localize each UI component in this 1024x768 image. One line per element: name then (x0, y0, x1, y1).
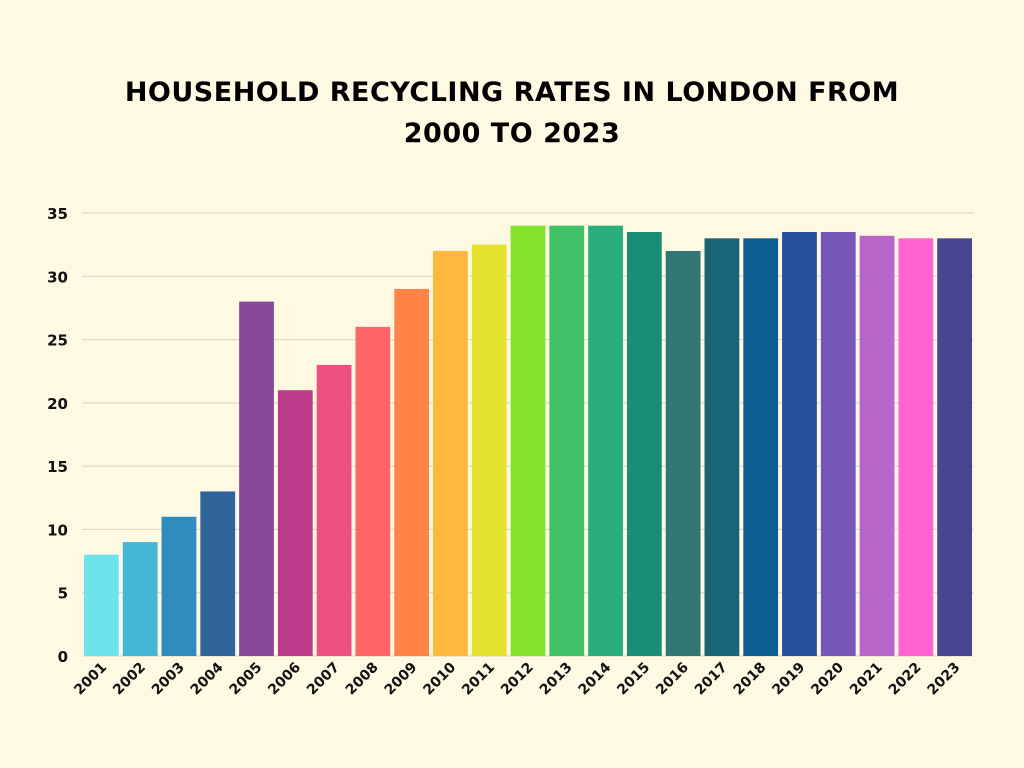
x-tick-label: 2002 (110, 660, 149, 699)
bar-2008 (355, 326, 391, 656)
y-axis: 0 5 10 15 20 25 30 35 (47, 205, 68, 666)
chart-title: HOUSEHOLD RECYCLING RATES IN LONDON FROM… (0, 72, 1024, 154)
bar-2010 (433, 250, 468, 656)
y-tick-label: 30 (47, 268, 68, 286)
chart-title-line-1: HOUSEHOLD RECYCLING RATES IN LONDON FROM (124, 77, 900, 108)
x-tick-label: 2019 (769, 660, 808, 699)
x-tick-label: 2016 (653, 660, 692, 699)
x-tick-label: 2021 (847, 660, 886, 699)
x-tick-label: 2007 (304, 660, 343, 699)
x-tick-label: 2003 (149, 660, 188, 699)
x-tick-label: 2018 (731, 660, 770, 699)
y-tick-label: 0 (58, 648, 68, 666)
bar-2006 (277, 390, 313, 656)
x-tick-label: 2013 (537, 660, 576, 699)
bar-2013 (549, 225, 585, 656)
x-tick-label: 2006 (265, 660, 304, 699)
bar-2001 (84, 554, 119, 656)
bar-2018 (743, 238, 779, 657)
x-tick-label: 2005 (226, 660, 265, 699)
bar-2019 (782, 231, 817, 656)
bar-2023 (937, 238, 972, 657)
x-tick-label: 2023 (925, 660, 964, 699)
y-tick-label: 5 (58, 585, 68, 603)
x-tick-label: 2017 (692, 660, 731, 699)
y-tick-label: 35 (47, 205, 68, 223)
y-tick-label: 10 (47, 521, 68, 539)
x-axis: 2001 2002 2003 2004 2005 2006 2007 2008 2009 2010… (71, 659, 963, 698)
bar-2016 (665, 250, 701, 656)
bar-2009 (394, 288, 430, 656)
bar-2012 (510, 225, 546, 656)
x-tick-label: 2008 (343, 660, 382, 699)
x-tick-label: 2014 (576, 659, 615, 698)
y-tick-label: 20 (47, 395, 68, 413)
x-tick-label: 2020 (808, 659, 847, 698)
bar-2004 (200, 491, 236, 656)
bar-2011 (471, 244, 507, 656)
x-tick-label: 2004 (188, 659, 227, 698)
y-tick-label: 15 (47, 458, 68, 476)
bar-2017 (704, 238, 740, 657)
x-tick-label: 2015 (614, 660, 653, 699)
bar-2014 (588, 225, 623, 656)
bar-2020 (820, 231, 856, 656)
x-tick-label: 2022 (886, 660, 925, 699)
bar-2007 (316, 364, 352, 656)
x-tick-label: 2010 (420, 659, 459, 698)
x-tick-label: 2011 (459, 660, 498, 699)
chart-title-line-2: 2000 TO 2023 (403, 118, 621, 149)
bar-2022 (898, 238, 934, 657)
x-tick-label: 2009 (382, 660, 421, 699)
bar-2003 (161, 516, 197, 656)
x-tick-label: 2001 (71, 660, 110, 699)
x-tick-label: 2012 (498, 660, 537, 699)
bar-2002 (122, 542, 158, 656)
bars (84, 225, 972, 657)
y-tick-label: 25 (47, 332, 68, 350)
bar-2005 (239, 301, 274, 656)
bar-2021 (859, 235, 895, 657)
bar-2015 (626, 231, 662, 656)
